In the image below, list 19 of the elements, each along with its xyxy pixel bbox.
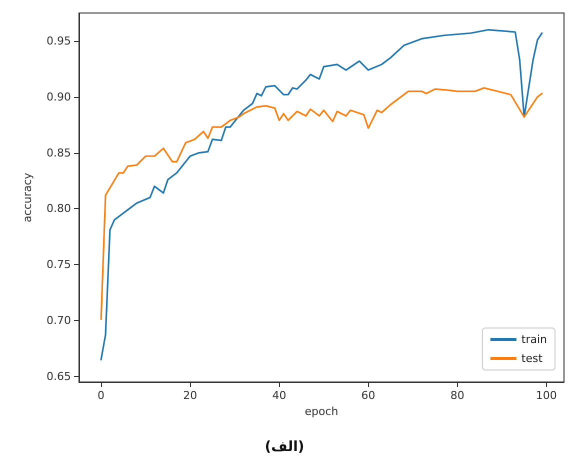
x-tick-label: 100 bbox=[536, 389, 557, 402]
x-tick-label: 20 bbox=[183, 389, 198, 402]
y-tick-label: 0.85 bbox=[46, 146, 71, 160]
x-axis-title: epoch bbox=[304, 405, 338, 418]
x-tick-label: 60 bbox=[361, 389, 376, 402]
x-tick-label: 80 bbox=[450, 389, 464, 402]
y-tick-label: 0.90 bbox=[46, 90, 71, 104]
y-tick-label: 0.75 bbox=[46, 258, 71, 272]
x-tick-label: 0 bbox=[98, 389, 105, 402]
y-tick-label: 0.80 bbox=[46, 202, 71, 216]
legend-label: train bbox=[521, 333, 548, 346]
x-tick-label: 40 bbox=[272, 389, 286, 402]
y-tick-label: 0.95 bbox=[46, 34, 71, 48]
legend-label: test bbox=[521, 352, 544, 365]
line-series bbox=[100, 87, 543, 320]
text: (الف) bbox=[264, 439, 304, 455]
y-axis-title: accuracy bbox=[21, 172, 34, 222]
y-tick-label: 0.70 bbox=[46, 314, 71, 327]
y-tick-label: 0.65 bbox=[46, 370, 71, 383]
